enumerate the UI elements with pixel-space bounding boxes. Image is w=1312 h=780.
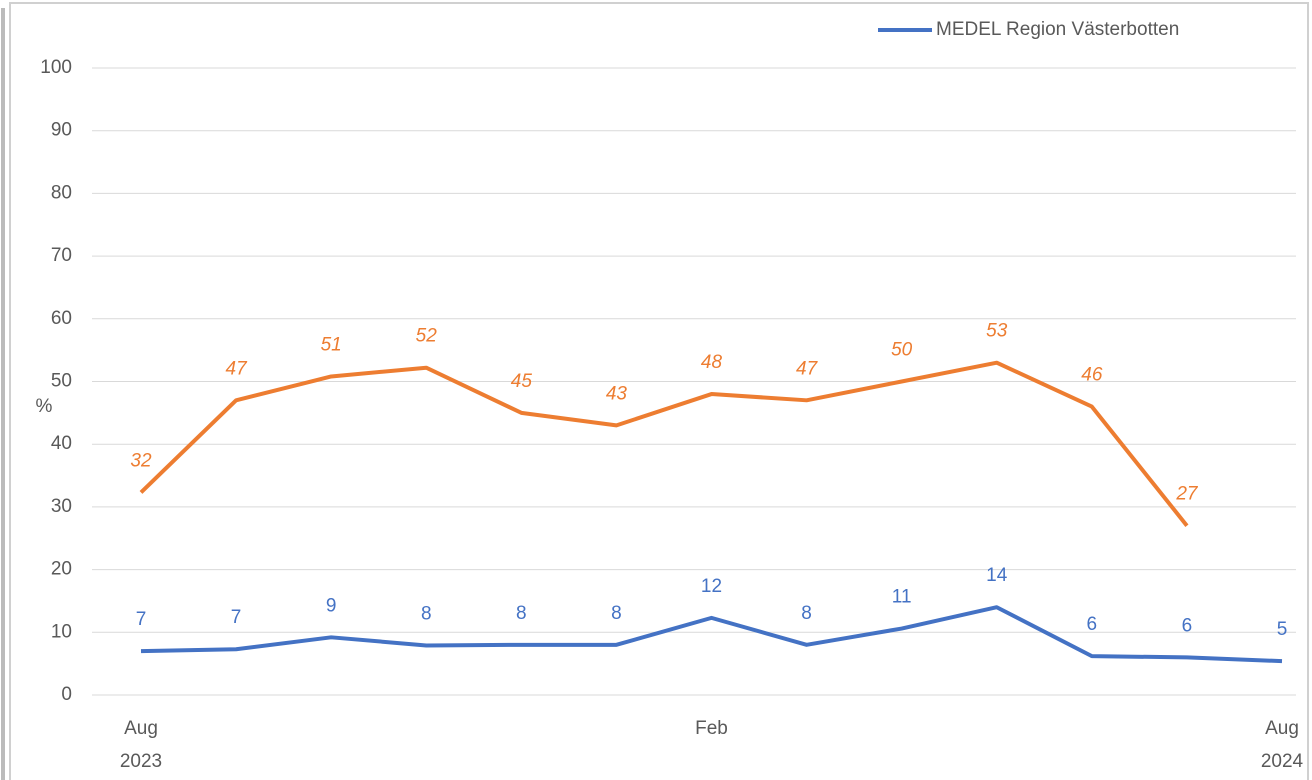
y-axis-label: % [36, 396, 53, 417]
data-label: 51 [321, 334, 342, 355]
data-label: 8 [421, 603, 432, 624]
chart-frame [9, 2, 1309, 780]
y-tick-label: 70 [51, 245, 72, 266]
data-label: 50 [891, 340, 913, 361]
y-tick-label: 20 [51, 559, 72, 580]
y-tick-label: 10 [51, 621, 72, 642]
data-label: 8 [611, 603, 622, 624]
data-label: 47 [796, 358, 819, 379]
x-tick-label-line: Aug [1265, 718, 1299, 739]
y-tick-label: 90 [51, 120, 72, 141]
series-line [140, 605, 1283, 664]
y-tick-label: 30 [51, 496, 72, 517]
data-label: 6 [1182, 615, 1193, 636]
y-tick-label: 60 [51, 308, 72, 329]
x-tick-label-line: Aug [124, 718, 158, 739]
data-label: 46 [1081, 365, 1103, 386]
data-label: 52 [416, 326, 438, 347]
x-tick-label-line: Feb [695, 718, 728, 739]
data-label: 53 [986, 321, 1008, 342]
data-label: 43 [606, 383, 628, 404]
x-tick-label: Aug 2023 [120, 718, 162, 772]
x-tick-label-line: 2023 [120, 751, 162, 772]
y-tick-label: 100 [40, 57, 72, 78]
x-tick-label-line: 2024 [1261, 751, 1304, 772]
legend-label: MEDEL Region Västerbotten [936, 19, 1179, 40]
data-label: 5 [1277, 619, 1288, 640]
data-label: 32 [130, 450, 152, 471]
data-label: 7 [231, 607, 242, 628]
series-line [139, 360, 1189, 527]
y-tick-label: 50 [51, 371, 72, 392]
y-tick-label: 40 [51, 433, 72, 454]
x-tick-label: Aug 2024 [1261, 718, 1304, 772]
x-tick-label: Feb [695, 718, 728, 739]
data-label: 27 [1175, 484, 1199, 505]
data-label: 45 [511, 371, 533, 392]
data-label: 9 [326, 595, 337, 616]
data-label: 12 [701, 576, 722, 597]
data-label: 47 [226, 358, 249, 379]
data-label: 14 [986, 565, 1008, 586]
data-label: 48 [701, 352, 723, 373]
y-tick-label: 0 [61, 684, 72, 705]
data-label: 7 [136, 609, 147, 630]
y-tick-label: 80 [51, 182, 72, 203]
data-label: 8 [801, 603, 812, 624]
data-label: 8 [516, 603, 527, 624]
data-label: 6 [1087, 614, 1098, 635]
data-label: 11 [892, 587, 912, 608]
